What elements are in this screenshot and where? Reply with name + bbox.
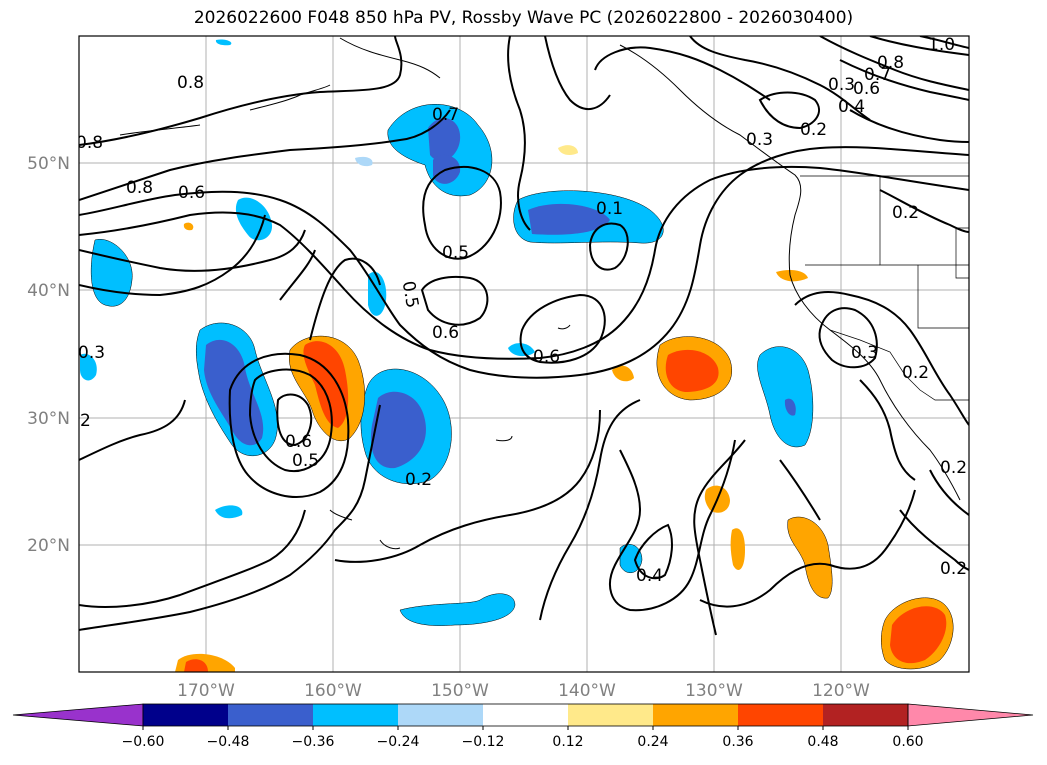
colorbar-extend-low [12, 703, 144, 727]
lon-label-130w: 130°W [685, 681, 743, 701]
colorbar-segment [313, 704, 398, 726]
contour-label: 0.7 [864, 65, 891, 85]
colorbar-tick-label: 0.60 [892, 734, 923, 750]
contour-label: 0.5 [292, 451, 319, 471]
contour-label: 0.3 [78, 343, 105, 363]
contour-label: 2 [80, 411, 91, 431]
colorbar-tick-label: −0.12 [462, 734, 505, 750]
contour-label: 0.2 [892, 203, 919, 223]
lon-label-160w: 160°W [304, 681, 362, 701]
contour-label: 0.2 [902, 363, 929, 383]
contour-label: 0.2 [405, 470, 432, 490]
negative-anomaly-fills [80, 39, 814, 626]
contour-label: 0.6 [432, 323, 459, 343]
contour-label: 0.8 [126, 178, 153, 198]
lat-label-20n: 20°N [27, 536, 70, 556]
colorbar-segment [228, 704, 313, 726]
colorbar-outline [142, 703, 909, 727]
contour-label: 0.8 [177, 73, 204, 93]
contour-label: 0.4 [636, 566, 663, 586]
map-frame [78, 35, 970, 673]
colorbar-tick-label: −0.24 [377, 734, 420, 750]
lon-label-120w: 120°W [812, 681, 870, 701]
longitude-labels: 170°W 160°W 150°W 140°W 130°W 120°W [177, 681, 870, 701]
colorbar-segment [143, 704, 228, 726]
contour-label: 1.0 [928, 35, 955, 55]
contour-label: 0.4 [838, 97, 865, 117]
lat-label-50n: 50°N [27, 154, 70, 174]
contour-label: 0.2 [800, 120, 827, 140]
contour-label: 0.7 [432, 105, 459, 125]
map-title: 2026022600 F048 850 hPa PV, Rossby Wave … [193, 8, 854, 28]
positive-anomaly-fills [175, 145, 954, 672]
colorbar-tick-label: −0.36 [292, 734, 335, 750]
colorbar-segment [483, 704, 568, 726]
latitude-labels: 50°N 40°N 30°N 20°N [27, 154, 70, 556]
colorbar-tick-label: 0.12 [552, 734, 583, 750]
contour-label: 0.2 [940, 458, 967, 478]
colorbar-extend-high [907, 703, 1034, 727]
contour-label: 0.2 [940, 559, 967, 579]
contour-label: 0.3 [828, 75, 855, 95]
contour-label: 0.5 [442, 243, 469, 263]
contour-label: 0.3 [851, 343, 878, 363]
lat-label-30n: 30°N [27, 409, 70, 429]
colorbar-segment [823, 704, 908, 726]
colorbar-segment [738, 704, 823, 726]
colorbar-tick-label: 0.36 [722, 734, 753, 750]
contour-label: 0.8 [877, 53, 904, 73]
colorbar-tick-label: −0.48 [207, 734, 250, 750]
colorbar-tick-label: 0.24 [637, 734, 668, 750]
pv-contours [79, 36, 969, 636]
lat-label-40n: 40°N [27, 281, 70, 301]
contour-label: 0.3 [746, 130, 773, 150]
colorbar-tick-label: −0.60 [122, 734, 165, 750]
colorbar-tick-label: 0.48 [807, 734, 838, 750]
colorbar-segment [398, 704, 483, 726]
contour-label: 0.1 [596, 199, 623, 219]
lon-label-140w: 140°W [558, 681, 616, 701]
contour-label: 0.6 [285, 432, 312, 452]
contour-label: 0.6 [178, 183, 205, 203]
contour-label: 0.8 [76, 133, 103, 153]
lon-label-150w: 150°W [431, 681, 489, 701]
contour-label: 0.5 [398, 280, 422, 310]
contour-labels: 0.8 0.8 0.8 0.6 0.7 0.5 0.5 0.6 0.6 0.1 … [76, 35, 967, 586]
contour-label: 0.6 [533, 347, 560, 367]
borders [800, 175, 969, 401]
colorbar-segment [568, 704, 653, 726]
colorbar-segment [653, 704, 738, 726]
contour-label: 0.6 [853, 79, 880, 99]
lon-label-170w: 170°W [177, 681, 235, 701]
colorbar: −0.60 −0.48 −0.36 −0.24 −0.12 0.12 0.24 0.36 0.4… [12, 703, 1034, 750]
